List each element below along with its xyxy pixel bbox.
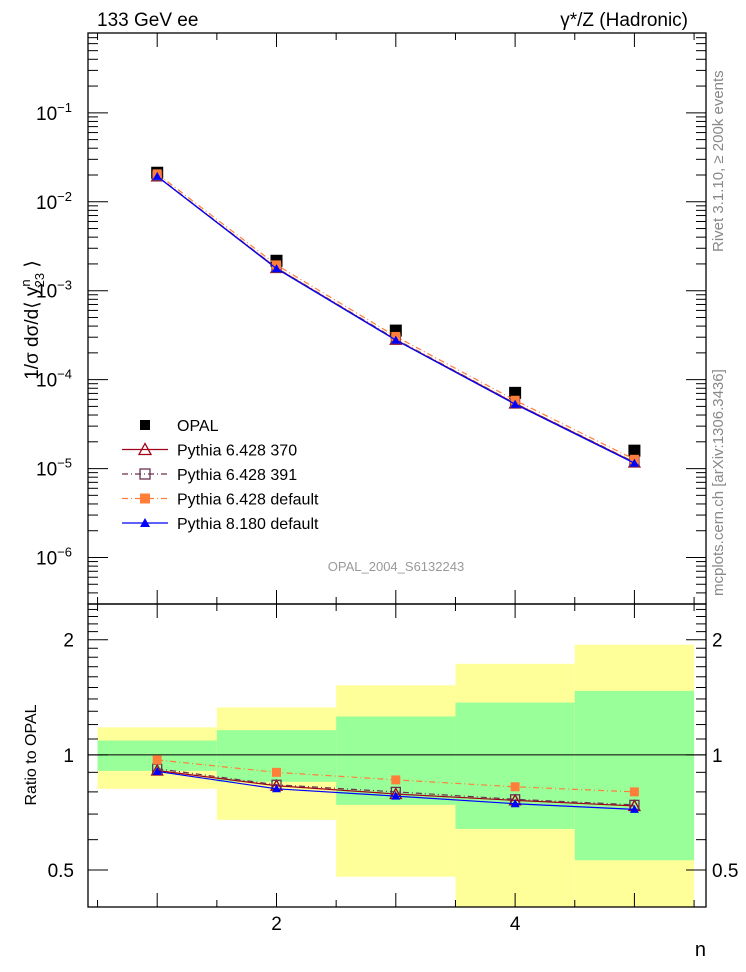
ratio-y-tick-label-left: 0.5: [48, 861, 74, 882]
ratio-y-tick-label-right: 0.5: [712, 861, 738, 882]
legend-label: OPAL: [177, 418, 219, 435]
ratio-frame: [87, 603, 707, 908]
side-label-top: Rivet 3.1.10, ≥ 200k events: [710, 70, 727, 252]
axes: 2 4 10−1 10−2 10−3 10−4 10−5 10−6 2 2 1 1 0.5 0.5: [36, 32, 738, 935]
analysis-label: OPAL_2004_S6132243: [328, 559, 464, 574]
title-right: γ*/Z (Hadronic): [560, 10, 688, 31]
series-line: [156, 175, 635, 464]
stat-uncertainty-band: [455, 702, 575, 829]
legend: OPAL Pythia 6.428 370 Pythia 6.428 391 Pyth…: [122, 418, 319, 533]
legend-entry: Pythia 6.428 370: [122, 442, 297, 460]
title-left: 133 GeV ee: [97, 10, 198, 31]
legend-label: Pythia 6.428 default: [177, 492, 319, 509]
y-tick-label: 10−3: [36, 278, 72, 303]
ratio-y-tick-label-right: 1: [712, 746, 723, 767]
y-tick-label: 10−1: [36, 100, 72, 125]
series-line: [156, 173, 635, 460]
marker-square: [152, 755, 162, 765]
ratio-y-axis-label: Ratio to OPAL: [23, 704, 40, 805]
marker-open-triangle: [150, 763, 164, 776]
marker-triangle: [629, 804, 639, 813]
marker-square: [510, 782, 520, 792]
y-axis-label: 1/σ dσ/d⟨ yn23 ⟩: [18, 260, 47, 380]
legend-entry: OPAL: [140, 418, 219, 435]
marker-square: [629, 787, 639, 797]
ylabel-sub: 23: [32, 273, 47, 287]
legend-entry: Pythia 6.428 391: [122, 467, 297, 484]
marker-triangle: [391, 335, 401, 344]
side-label-bottom: mcplots.cern.ch [arXiv:1306.3436]: [710, 369, 727, 596]
ratio-series-pythia-6-428-default: [152, 755, 639, 797]
ylabel-sup: n: [18, 279, 33, 286]
marker-triangle: [152, 171, 162, 180]
marker-triangle: [510, 399, 520, 408]
series-pythia-6-428-391: [152, 170, 640, 468]
marker-triangle: [391, 791, 401, 800]
marker-triangle: [140, 518, 150, 527]
marker-square: [391, 775, 401, 785]
marker-square: [140, 420, 150, 430]
marker-triangle: [272, 264, 282, 273]
ylabel-main: 1/σ dσ/d⟨ y: [22, 286, 43, 380]
series-layer: [150, 166, 642, 813]
marker-open-triangle: [137, 442, 153, 456]
legend-label: Pythia 6.428 370: [177, 443, 297, 460]
series-pythia-8-180-default: [152, 171, 639, 467]
marker-square: [628, 444, 641, 457]
marker-triangle: [152, 766, 162, 775]
legend-entry: Pythia 6.428 default: [122, 492, 319, 509]
x-tick-label: 2: [271, 914, 282, 935]
marker-square: [272, 767, 282, 777]
y-tick-label: 10−6: [36, 544, 72, 569]
marker-triangle: [272, 784, 282, 793]
series-line: [156, 175, 635, 464]
x-axis-label: n: [695, 939, 706, 961]
marker-triangle: [629, 458, 639, 467]
series-line: [156, 175, 635, 463]
x-tick-label: 4: [510, 914, 521, 935]
series-pythia-6-428-default: [152, 169, 639, 464]
ratio-y-tick-label-right: 2: [712, 631, 723, 652]
marker-open-square: [139, 468, 151, 480]
legend-label: Pythia 8.180 default: [177, 516, 319, 533]
ratio-y-tick-label-left: 1: [63, 746, 74, 767]
stat-uncertainty-band: [574, 690, 695, 861]
ratio-series-pythia-8-180-default: [152, 766, 639, 813]
legend-entry: Pythia 8.180 default: [122, 516, 319, 533]
ylabel-end: ⟩: [22, 260, 43, 273]
legend-label: Pythia 6.428 391: [177, 467, 297, 484]
ratio-y-tick-label-left: 2: [63, 631, 74, 652]
y-tick-label: 10−4: [36, 367, 72, 392]
series-pythia-6-428-370: [150, 169, 642, 468]
marker-square: [509, 386, 522, 399]
y-tick-label: 10−5: [36, 456, 72, 481]
series-opal: [151, 166, 641, 457]
marker-triangle: [510, 799, 520, 808]
marker-square: [140, 493, 150, 504]
y-tick-label: 10−2: [36, 189, 72, 214]
